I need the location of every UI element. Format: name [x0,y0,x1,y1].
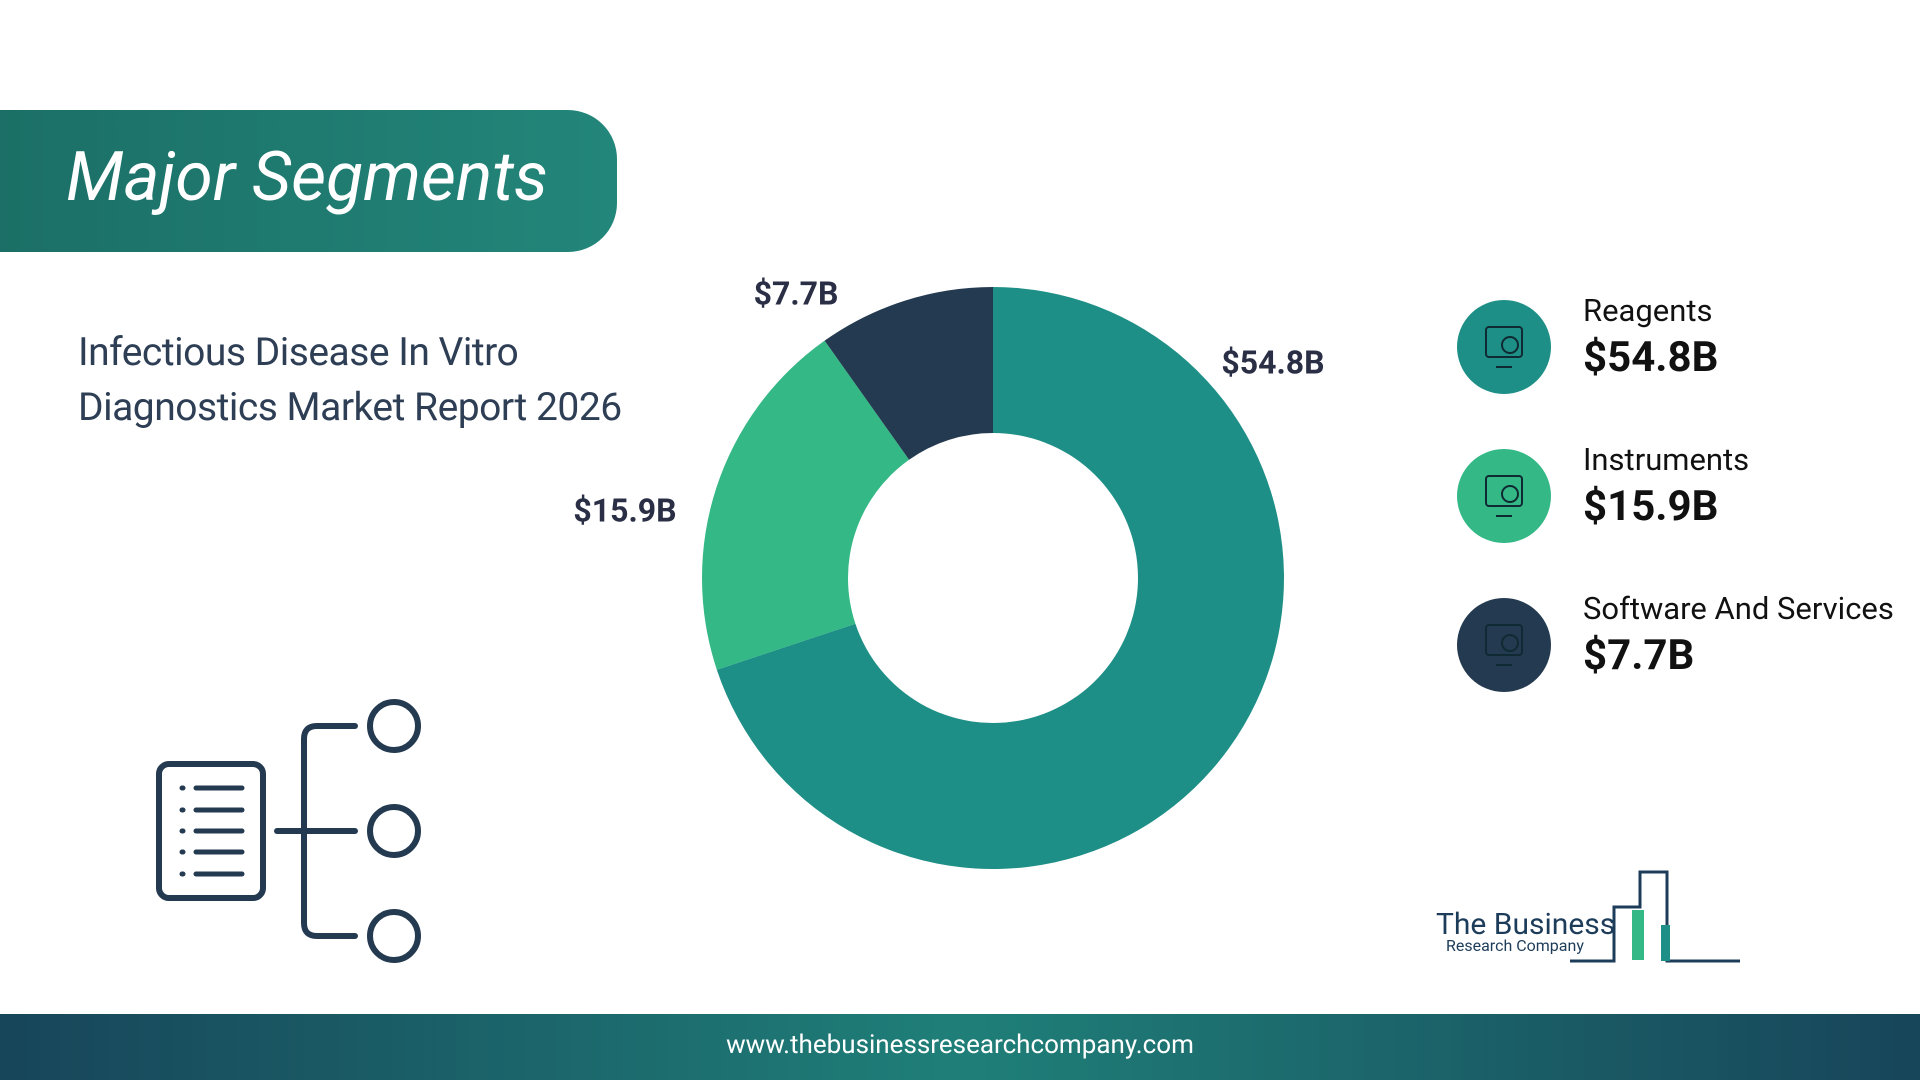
footer-bar [0,1014,1920,1080]
glyph-part [1485,475,1523,507]
glyph-part [1485,326,1523,358]
legend-icon [1457,598,1551,692]
donut: $54.8B $15.9B $7.7B [573,274,1325,869]
legend-value: $7.7B [1583,631,1694,680]
donut-segment [824,287,993,460]
legend-glyph [1485,326,1523,368]
legend-value: $54.8B [1583,333,1718,382]
decor-icon [156,699,421,963]
footer-url: www.thebusinessresearchcompany.com [726,1030,1194,1060]
legend-glyph [1485,475,1523,517]
legend-glyph [1485,624,1523,666]
header-title: Major Segments [66,137,548,217]
donut-segment [701,340,910,670]
legend-icon [1457,300,1551,394]
data-label: $15.9B [573,491,676,529]
legend: Reagents $54.8B Instruments $15.9B Software … [1457,292,1894,692]
donut-segment [716,287,1284,869]
subtitle-box: Infectious Disease In Vitro Diagnostics … [78,329,622,430]
logo: The Business Research Company [1436,870,1740,963]
legend-name: Software And Services [1583,590,1894,627]
logo-line1: The Business [1436,907,1615,942]
subtitle: Infectious Disease In Vitro Diagnostics … [78,329,622,430]
data-label: $54.8B [1221,343,1324,381]
glyph-part [1501,485,1519,503]
data-label: $7.7B [754,274,839,312]
logo-line2: Research Company [1446,936,1584,955]
glyph-part [1501,336,1519,354]
glyph-part [1485,624,1523,656]
legend-value: $15.9B [1583,482,1718,531]
legend-name: Instruments [1583,441,1749,478]
header-banner [0,110,617,252]
legend-name: Reagents [1583,292,1713,329]
glyph-part [1501,634,1519,652]
legend-icon [1457,449,1551,543]
